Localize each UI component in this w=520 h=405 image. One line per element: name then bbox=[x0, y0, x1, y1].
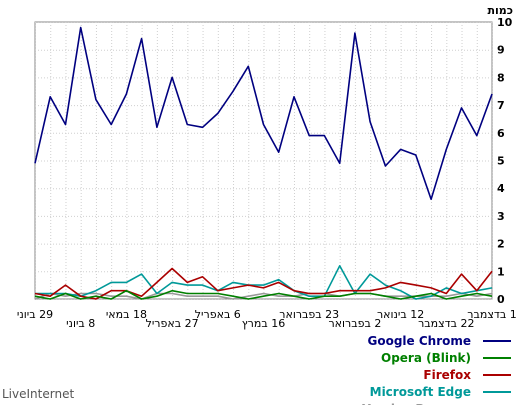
y-tick-label: 3 bbox=[497, 210, 505, 223]
y-tick-label: 6 bbox=[497, 127, 505, 140]
chart-series bbox=[34, 26, 493, 300]
y-tick-label: 2 bbox=[497, 238, 505, 251]
y-tick-label: 8 bbox=[497, 71, 505, 84]
legend-label: Yandex.Browser bbox=[361, 402, 471, 405]
x-tick-label: 22 בדצמבר bbox=[418, 317, 474, 330]
x-tick-label: 12 בינואר bbox=[377, 308, 424, 321]
series-line bbox=[35, 264, 493, 300]
y-axis-label: כמות bbox=[488, 4, 513, 17]
legend-label: Microsoft Edge bbox=[370, 385, 471, 399]
y-tick-label: 1 bbox=[497, 265, 505, 278]
legend-label: Opera (Blink) bbox=[381, 351, 471, 365]
x-tick-label: 16 במרץ bbox=[242, 317, 285, 330]
y-tick-label: 10 bbox=[497, 16, 513, 29]
x-tick-label: 27 באפריל bbox=[146, 317, 199, 330]
x-tick-label: 23 בפברואר bbox=[279, 308, 339, 321]
y-tick-label: 5 bbox=[497, 155, 505, 168]
y-tick-label: 4 bbox=[497, 182, 505, 195]
series-line bbox=[34, 267, 493, 300]
x-tick-label: 6 באפריל bbox=[195, 308, 241, 321]
brand-label: LiveInternet bbox=[2, 387, 75, 401]
legend-label: Google Chrome bbox=[367, 334, 471, 348]
x-tick-label: 29 ביוני bbox=[17, 308, 53, 321]
y-tick-label: 0 bbox=[497, 293, 505, 306]
y-tick-label: 7 bbox=[497, 99, 505, 112]
x-tick-label: 18 במאי bbox=[106, 308, 147, 321]
series-line bbox=[34, 289, 493, 300]
x-tick-label: 2 בפברואר bbox=[328, 317, 381, 330]
chart-grid bbox=[34, 21, 493, 300]
y-axis-ticks: 0 1 2 3 4 5 6 7 8 9 10 bbox=[497, 16, 513, 306]
x-tick-label: 1 בדצמבר bbox=[467, 308, 516, 321]
x-tick-label: 8 ביוני bbox=[66, 317, 95, 330]
chart-legend: Google Chrome Opera (Blink) Firefox Microso… bbox=[361, 334, 511, 405]
y-tick-label: 9 bbox=[497, 44, 505, 57]
series-line bbox=[34, 26, 493, 201]
legend-label: Firefox bbox=[423, 368, 471, 382]
